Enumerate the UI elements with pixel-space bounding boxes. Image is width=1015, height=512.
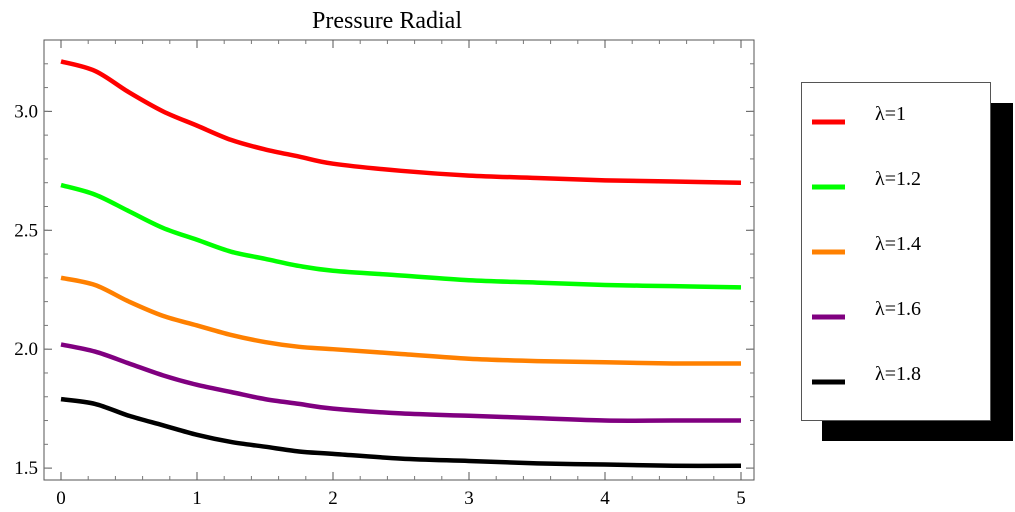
y-tick-label: 1.5: [14, 458, 38, 479]
series-lines: [60, 59, 742, 469]
series-line-5: [60, 396, 742, 469]
legend: λ=1 λ=1.2 λ=1.4 λ=1.6 λ=1.8: [801, 82, 1013, 441]
y-tick-label: 2.5: [14, 220, 38, 241]
legend-label-3: λ=1.4: [875, 233, 921, 255]
legend-label-1: λ=1: [875, 103, 906, 125]
y-tick-label: 3.0: [14, 101, 38, 122]
plot-border: [43, 39, 755, 481]
x-tick-label: 2: [328, 488, 338, 509]
x-tick-label: 3: [464, 488, 474, 509]
x-tick-label: 5: [736, 488, 746, 509]
series-line-1: [60, 59, 742, 185]
axis-ticks: 0 1 2 3 4 5 1.5 2.0 2.5 3.0: [14, 40, 754, 509]
x-tick-label: 4: [600, 488, 610, 509]
series-line-3: [60, 275, 742, 366]
x-tick-label: 1: [192, 488, 202, 509]
chart-title: Pressure Radial: [312, 8, 462, 34]
legend-label-2: λ=1.2: [875, 168, 921, 190]
x-tick-label: 0: [56, 488, 66, 509]
series-line-2: [60, 182, 742, 290]
legend-label-5: λ=1.8: [875, 363, 921, 385]
plot-frame: [43, 39, 755, 481]
y-tick-label: 2.0: [14, 339, 38, 360]
series-line-4: [60, 342, 741, 423]
legend-label-4: λ=1.6: [875, 298, 921, 320]
